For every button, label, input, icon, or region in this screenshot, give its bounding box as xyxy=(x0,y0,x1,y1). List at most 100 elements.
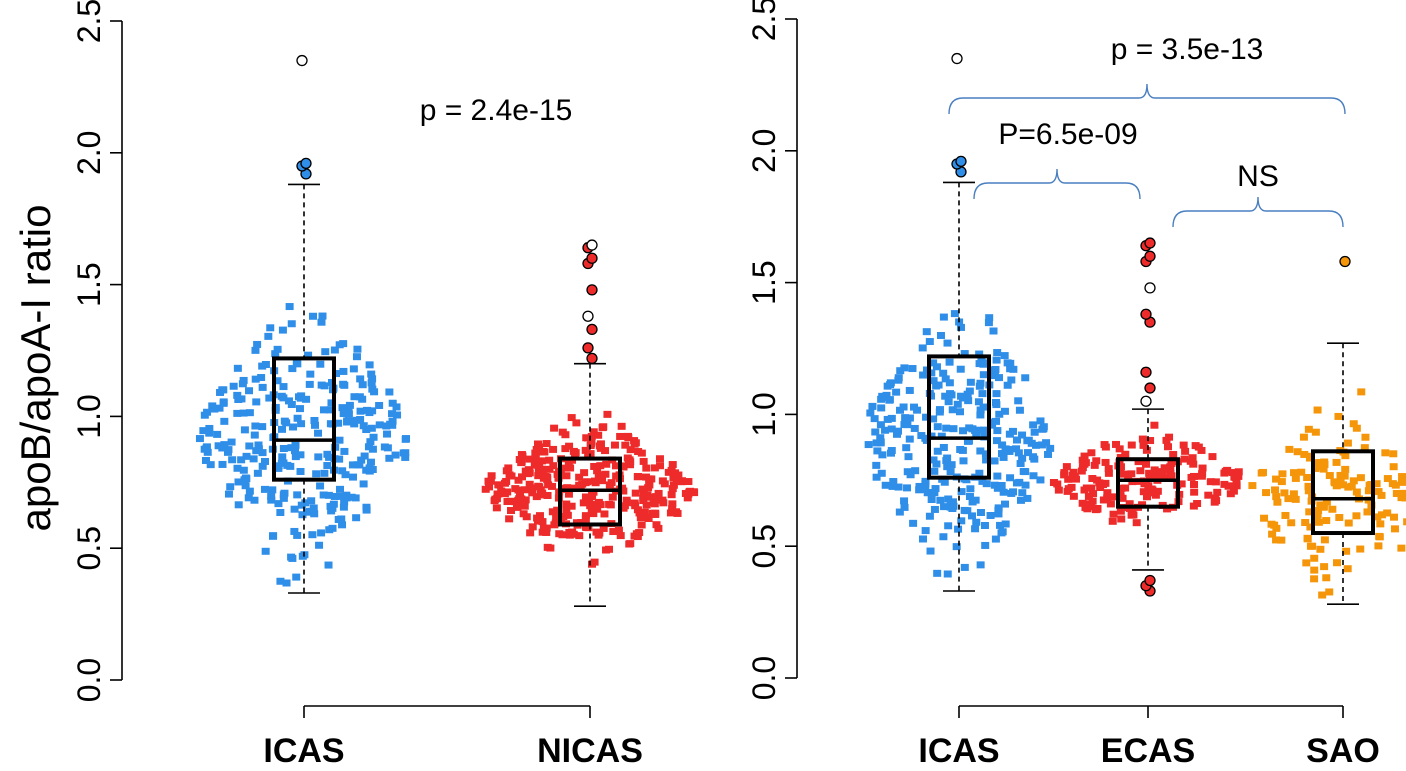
data-point xyxy=(548,482,557,490)
data-point xyxy=(1046,444,1055,452)
data-point xyxy=(316,482,325,490)
data-point xyxy=(1397,494,1406,502)
data-point xyxy=(681,489,690,497)
data-point xyxy=(258,423,267,431)
data-point xyxy=(1021,374,1030,382)
data-point xyxy=(339,367,348,375)
data-point xyxy=(1297,468,1306,476)
data-point xyxy=(929,359,938,367)
data-point xyxy=(998,528,1007,536)
data-point xyxy=(1036,417,1045,425)
data-point xyxy=(393,411,402,419)
data-point xyxy=(355,461,364,469)
data-point xyxy=(1356,474,1365,482)
data-point xyxy=(1117,515,1126,523)
data-point xyxy=(1287,519,1296,527)
data-point xyxy=(506,497,515,505)
data-point xyxy=(674,471,683,479)
data-point xyxy=(1356,545,1365,553)
data-point xyxy=(279,445,288,453)
data-point xyxy=(1189,460,1198,468)
data-point xyxy=(215,404,224,412)
data-point xyxy=(249,455,258,463)
data-point xyxy=(1190,488,1199,496)
data-point xyxy=(317,529,326,537)
data-point xyxy=(949,425,958,433)
data-point xyxy=(994,483,1003,491)
data-point xyxy=(304,351,313,359)
data-point xyxy=(278,326,287,334)
data-point xyxy=(619,463,628,471)
data-point xyxy=(368,466,377,474)
data-point xyxy=(601,470,610,478)
data-point xyxy=(1023,437,1032,445)
data-point xyxy=(1167,472,1176,480)
data-point xyxy=(366,438,375,446)
left-plot-area xyxy=(195,54,699,607)
data-point xyxy=(1336,478,1345,486)
data-point xyxy=(905,386,914,394)
data-point xyxy=(251,346,260,354)
data-point xyxy=(1375,532,1384,540)
data-point xyxy=(915,486,924,494)
data-point xyxy=(315,541,324,549)
data-point xyxy=(1039,425,1048,433)
data-point xyxy=(1180,455,1189,463)
group-icas xyxy=(195,54,411,594)
data-point xyxy=(939,533,948,541)
data-point xyxy=(1153,468,1162,476)
data-point xyxy=(1090,461,1099,469)
data-point xyxy=(245,409,254,417)
data-point xyxy=(218,444,227,452)
data-point xyxy=(984,319,993,327)
outlier-point xyxy=(582,310,594,322)
data-point xyxy=(881,426,890,434)
data-point xyxy=(944,522,953,530)
data-point xyxy=(260,457,269,465)
data-point xyxy=(580,469,589,477)
data-point xyxy=(559,512,568,520)
data-point xyxy=(621,441,630,449)
data-point xyxy=(1231,473,1240,481)
data-point xyxy=(960,350,969,358)
data-point xyxy=(273,345,282,353)
data-point xyxy=(296,451,305,459)
data-point xyxy=(1127,470,1136,478)
group-ecas xyxy=(1049,237,1243,597)
data-point xyxy=(886,379,895,387)
data-point xyxy=(965,387,974,395)
data-point xyxy=(1187,473,1196,481)
data-point xyxy=(1332,458,1341,466)
data-point xyxy=(868,402,877,410)
data-point xyxy=(1360,444,1369,452)
data-point xyxy=(908,365,917,373)
data-point xyxy=(325,406,334,414)
data-point xyxy=(872,439,881,447)
data-point xyxy=(1007,376,1016,384)
data-point xyxy=(896,406,905,414)
data-point xyxy=(1314,507,1323,515)
data-point xyxy=(319,406,328,414)
data-point xyxy=(339,503,348,511)
ecas-sao-significance: NS xyxy=(1237,160,1279,193)
data-point xyxy=(667,491,676,499)
data-point xyxy=(1016,460,1025,468)
y-tick-label: 1.5 xyxy=(746,260,782,304)
data-point xyxy=(261,360,270,368)
data-point xyxy=(968,512,977,520)
data-point xyxy=(294,393,303,401)
data-point xyxy=(1349,477,1358,485)
data-point xyxy=(348,473,357,481)
outlier-point xyxy=(586,252,598,264)
data-point xyxy=(1381,449,1390,457)
data-point xyxy=(583,478,592,486)
data-point xyxy=(312,470,321,478)
data-point xyxy=(340,447,349,455)
data-point xyxy=(974,426,983,434)
data-point xyxy=(956,408,965,416)
data-point xyxy=(1301,519,1310,527)
data-point xyxy=(291,441,300,449)
data-point xyxy=(616,532,625,540)
data-point xyxy=(1118,494,1127,502)
data-point xyxy=(223,448,232,456)
